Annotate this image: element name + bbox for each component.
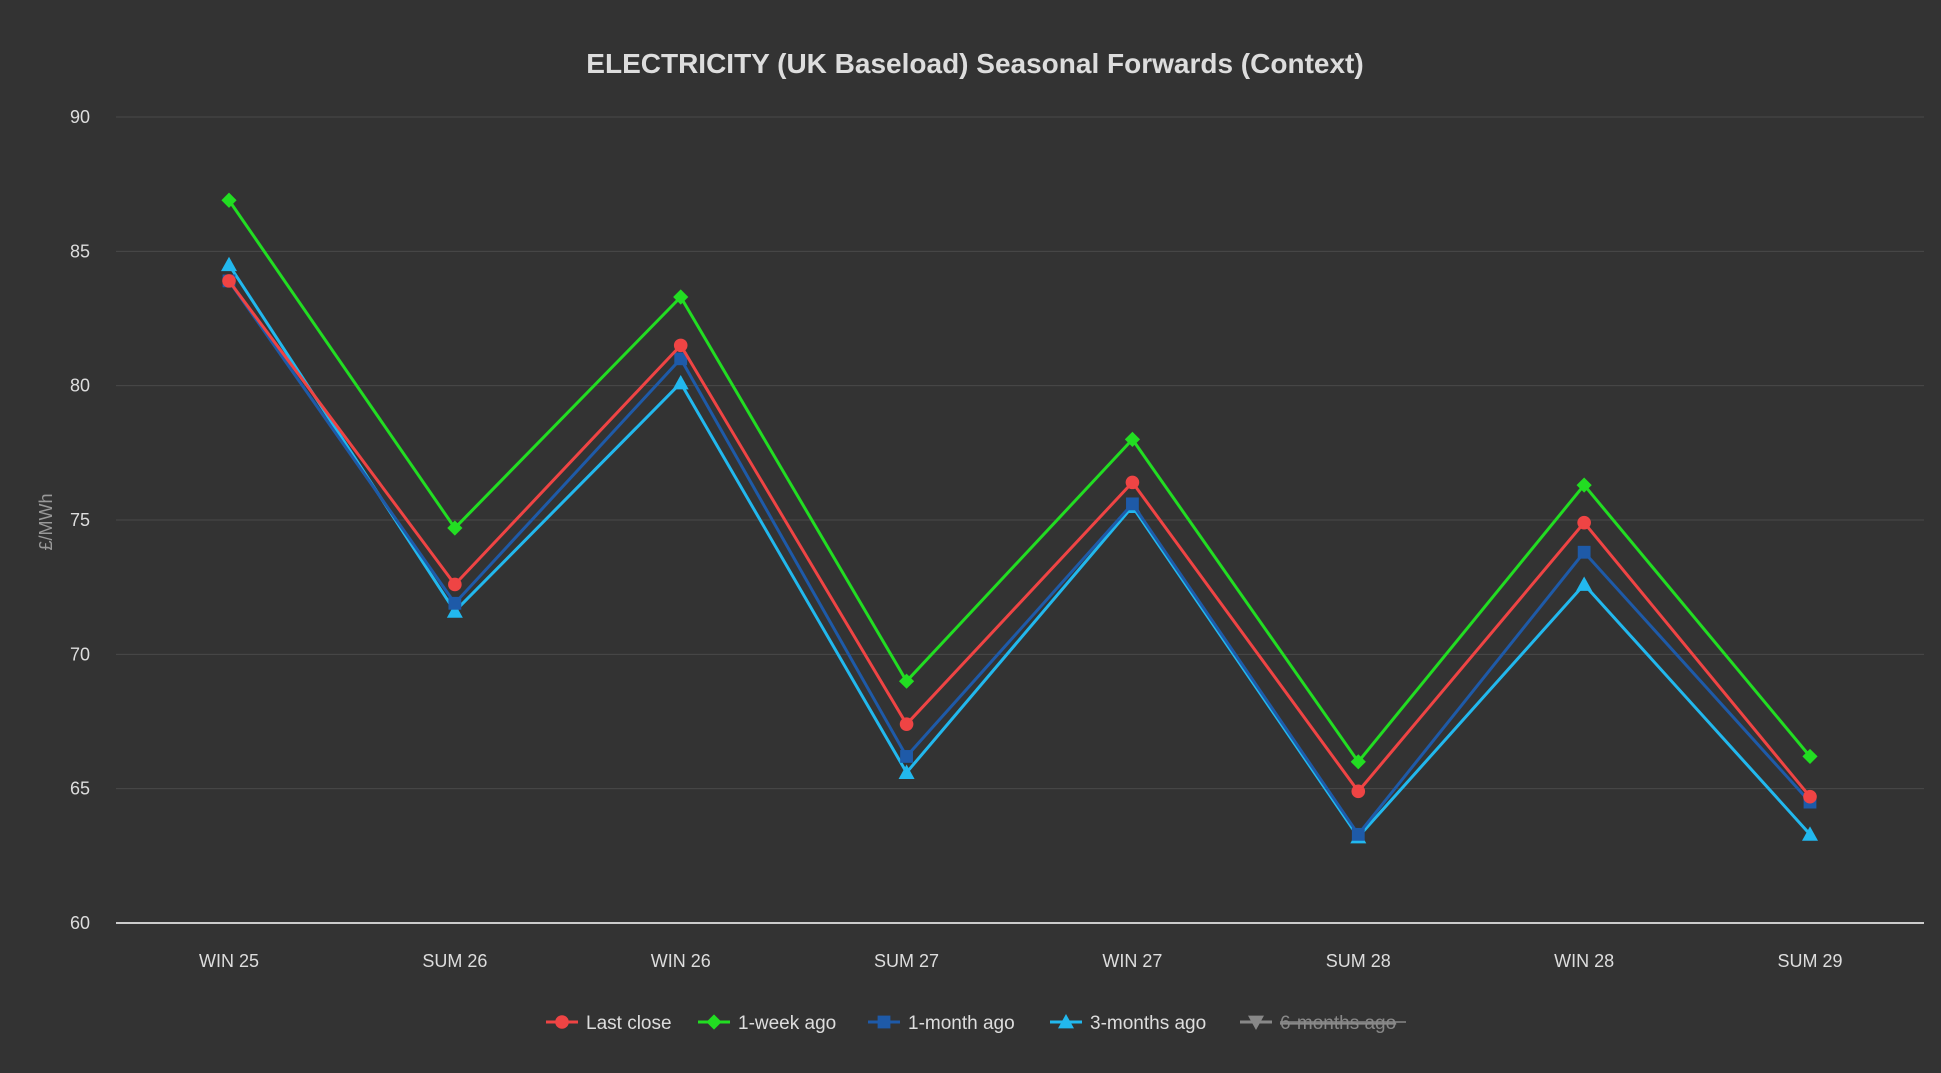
- series-1-month-ago: [222, 274, 1817, 841]
- legend-item-6-months-ago[interactable]: 6-months ago: [1240, 1013, 1406, 1034]
- legend-item-last-close[interactable]: Last close: [546, 1013, 672, 1034]
- x-tick-label: SUM 27: [874, 951, 939, 971]
- data-point[interactable]: [1350, 754, 1366, 770]
- data-point[interactable]: [1125, 475, 1140, 490]
- data-point[interactable]: [1351, 784, 1366, 799]
- legend-label: 6-months ago: [1280, 1013, 1396, 1034]
- y-tick-label: 70: [70, 644, 90, 664]
- x-tick-label: WIN 27: [1102, 951, 1162, 971]
- y-tick-label: 65: [70, 779, 90, 799]
- data-point[interactable]: [1124, 431, 1141, 447]
- legend-item-1-month-ago[interactable]: 1-month ago: [868, 1013, 1015, 1034]
- legend-label: 1-week ago: [738, 1013, 836, 1034]
- data-point[interactable]: [898, 673, 915, 689]
- x-tick-label: WIN 28: [1554, 951, 1614, 971]
- x-axis-ticks: WIN 25 SUM 26 WIN 26 SUM 27 WIN 27 SUM 28 WIN …: [199, 951, 1843, 971]
- data-point[interactable]: [1576, 576, 1593, 591]
- legend-item-1-week-ago[interactable]: 1-week ago: [698, 1013, 836, 1034]
- legend: Last close 1-week ago 1-month ago 3-months …: [546, 1013, 1406, 1034]
- legend-marker-swatch: [555, 1015, 569, 1029]
- data-point[interactable]: [1802, 826, 1818, 841]
- data-point[interactable]: [448, 596, 462, 610]
- series-line[interactable]: [227, 279, 1812, 798]
- data-point[interactable]: [673, 338, 688, 353]
- series-1-week-ago: [221, 192, 1818, 770]
- x-tick-label: WIN 25: [199, 951, 259, 971]
- data-point[interactable]: [672, 374, 689, 390]
- y-tick-label: 75: [70, 510, 90, 530]
- data-point[interactable]: [1576, 477, 1592, 493]
- legend-marker-swatch: [706, 1014, 722, 1030]
- grid-lines: [116, 116, 1924, 924]
- data-point[interactable]: [900, 750, 913, 763]
- data-point[interactable]: [448, 577, 462, 592]
- x-tick-label: SUM 29: [1777, 951, 1842, 971]
- data-point[interactable]: [899, 717, 914, 731]
- legend-label: Last close: [586, 1013, 672, 1034]
- legend-label: 3-months ago: [1090, 1013, 1206, 1034]
- data-point[interactable]: [1802, 748, 1818, 765]
- legend-marker-swatch: [1248, 1015, 1264, 1030]
- y-tick-label: 85: [70, 241, 90, 261]
- y-tick-label: 80: [70, 376, 90, 396]
- data-point[interactable]: [898, 764, 915, 779]
- data-point[interactable]: [1351, 827, 1365, 841]
- data-point[interactable]: [1803, 789, 1817, 804]
- data-point[interactable]: [447, 520, 463, 536]
- data-point[interactable]: [674, 352, 688, 366]
- data-point[interactable]: [1577, 545, 1591, 559]
- legend-label: 1-month ago: [908, 1013, 1015, 1034]
- x-tick-label: SUM 26: [422, 951, 487, 971]
- data-point[interactable]: [446, 603, 463, 618]
- y-tick-label: 90: [70, 107, 90, 127]
- series-line[interactable]: [227, 199, 1812, 764]
- x-tick-label: WIN 26: [651, 951, 711, 971]
- data-point[interactable]: [221, 256, 237, 272]
- legend-item-3-months-ago[interactable]: 3-months ago: [1050, 1013, 1206, 1034]
- series-line[interactable]: [227, 263, 1812, 839]
- data-point[interactable]: [1577, 515, 1591, 530]
- data-point[interactable]: [673, 289, 689, 305]
- y-tick-label: 60: [70, 913, 90, 933]
- y-axis-ticks: 60 65 70 75 80 85 90: [70, 107, 90, 933]
- legend-marker-swatch: [877, 1015, 891, 1029]
- y-axis-label: £/MWh: [36, 493, 56, 550]
- series-group: [221, 192, 1818, 844]
- data-point[interactable]: [222, 274, 236, 288]
- x-tick-label: SUM 28: [1326, 951, 1391, 971]
- data-point[interactable]: [1126, 497, 1139, 511]
- data-point[interactable]: [221, 192, 237, 208]
- series-line[interactable]: [227, 280, 1812, 836]
- series-last-close: [222, 274, 1817, 804]
- legend-marker-swatch: [1058, 1014, 1074, 1029]
- chart-title: ELECTRICITY (UK Baseload) Seasonal Forwa…: [586, 48, 1363, 79]
